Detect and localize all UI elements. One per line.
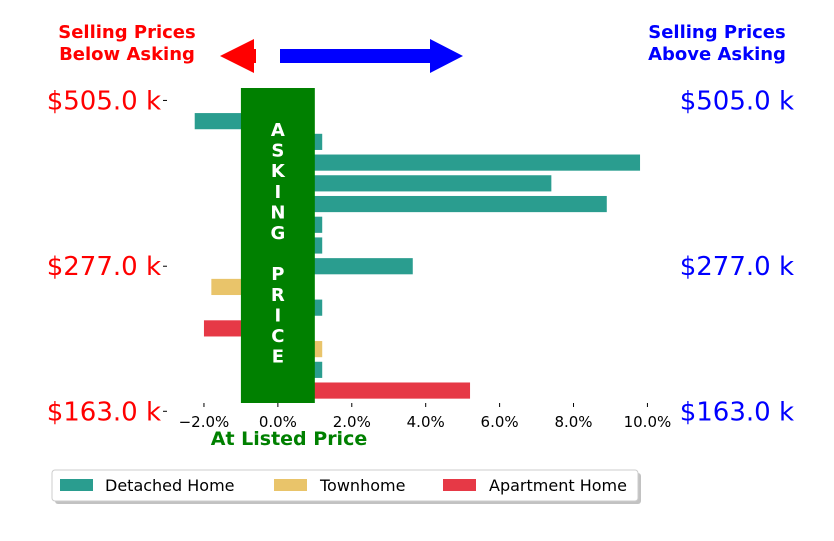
y-tick-label-left: $505.0 k: [47, 86, 161, 116]
left-header-line2: Below Asking: [59, 44, 195, 65]
legend-label-townhome: Townhome: [319, 476, 405, 495]
band-letter: R: [271, 285, 285, 306]
band-letter: E: [272, 347, 284, 368]
legend-label-apartment: Apartment Home: [489, 476, 627, 495]
band-letter: I: [275, 182, 282, 203]
y-tick-label-left: $277.0 k: [47, 252, 161, 282]
x-tick-label: 6.0%: [481, 413, 519, 431]
legend-swatch-detached: [60, 479, 93, 491]
right-arrow-icon: [280, 39, 463, 73]
left-header-line1: Selling Prices: [58, 22, 195, 43]
x-tick-label: −2.0%: [179, 413, 230, 431]
asking-price-band: [240, 88, 315, 403]
x-tick-label: 8.0%: [554, 413, 592, 431]
x-tick-label: 0.0%: [259, 413, 297, 431]
band-letter: P: [271, 264, 284, 285]
right-header-line2: Above Asking: [648, 44, 786, 65]
x-tick-label: 10.0%: [624, 413, 672, 431]
legend-label-detached: Detached Home: [105, 476, 235, 495]
y-tick-label-right: $277.0 k: [680, 252, 794, 282]
bar-13: [277, 382, 471, 399]
band-letter: S: [271, 141, 284, 162]
y-tick-label-right: $163.0 k: [680, 397, 794, 427]
band-letter: A: [271, 120, 285, 141]
y-tick-label-right: $505.0 k: [680, 86, 794, 116]
band-letter: G: [270, 223, 285, 244]
left-arrow-icon: [220, 39, 256, 73]
x-axis-label: At Listed Price: [211, 428, 367, 450]
band-letter: K: [271, 161, 286, 182]
bar-3: [277, 175, 552, 192]
band-letter: C: [271, 326, 284, 347]
band-letter: I: [275, 305, 282, 326]
x-tick-label: 4.0%: [407, 413, 445, 431]
band-letter: N: [270, 202, 285, 223]
legend-swatch-townhome: [274, 479, 307, 491]
legend-swatch-apartment: [443, 479, 476, 491]
y-tick-label-left: $163.0 k: [47, 397, 161, 427]
x-tick-label: 2.0%: [333, 413, 371, 431]
right-header-line1: Selling Prices: [648, 22, 785, 43]
legend: Detached Home Townhome Apartment Home: [51, 469, 641, 504]
bar-4: [277, 195, 607, 213]
bar-2: [277, 154, 641, 171]
